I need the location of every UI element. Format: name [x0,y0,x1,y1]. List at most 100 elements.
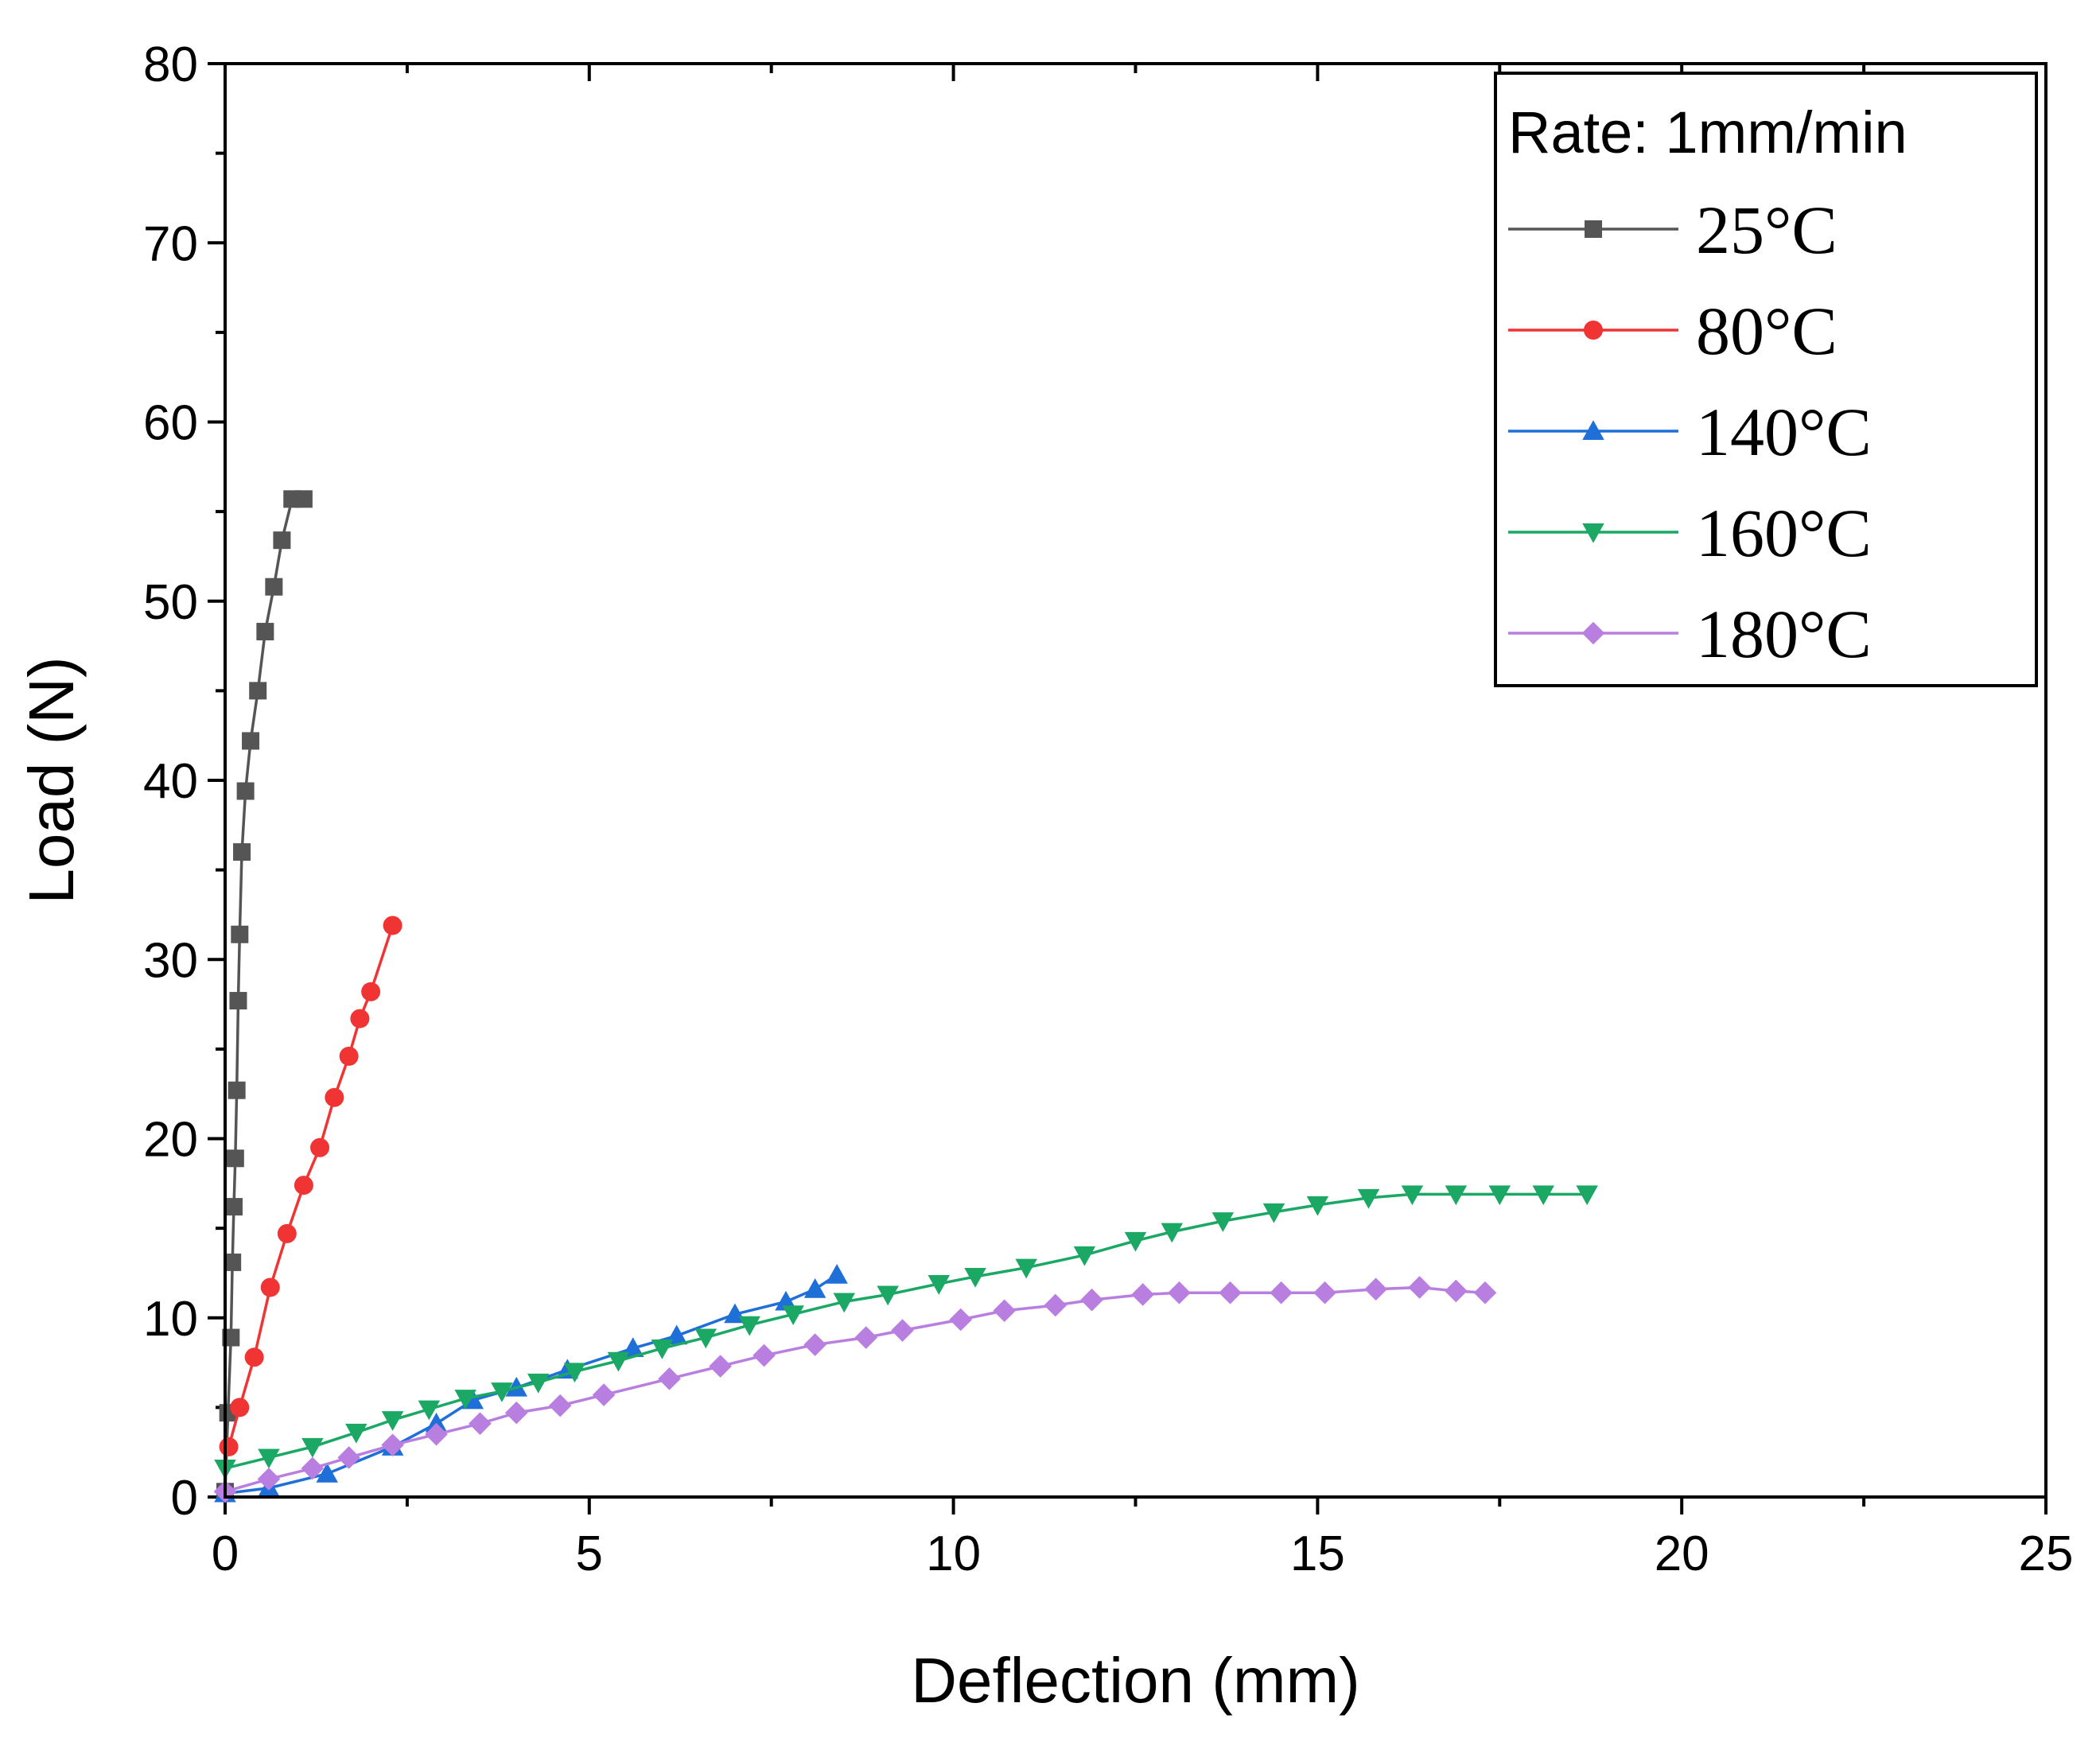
data-point [928,1274,951,1295]
data-point [833,1293,856,1313]
data-point [1168,1281,1191,1305]
data-point [425,1422,448,1446]
y-tick-label: 40 [143,754,198,809]
data-point [258,1448,280,1469]
plot-frame [224,62,2048,1499]
data-point [1211,1212,1235,1232]
data-point [325,1087,344,1107]
data-point [1473,1281,1497,1305]
data-point [454,1390,476,1410]
y-tick-label: 60 [143,396,198,451]
legend-marker [1581,621,1605,645]
data-point [854,1326,878,1349]
x-tick-label: 25 [2019,1526,2074,1581]
data-point [469,1412,492,1435]
legend-label: 80°C [1696,293,1838,369]
data-point [381,1411,404,1431]
x-tick-label: 0 [212,1526,239,1581]
y-tick-label: 10 [143,1292,198,1347]
data-point [337,1446,360,1469]
data-point [294,490,313,508]
series-180C [213,1276,1497,1503]
data-point [345,1423,368,1444]
legend-label: 180°C [1696,596,1872,672]
legend-item: 160°C [1508,495,1872,571]
legend-item: 180°C [1508,596,1872,672]
data-point [1401,1185,1424,1206]
data-point [607,1351,630,1372]
data-point [1532,1185,1554,1206]
data-point [257,1468,281,1491]
data-point [738,1316,760,1336]
data-point [350,1009,370,1028]
series-160C [214,1185,1598,1480]
data-point [1219,1281,1242,1305]
y-axis-title: Load (N) [16,656,87,904]
data-point [548,1394,572,1417]
data-point [265,577,283,596]
data-point [1270,1281,1293,1305]
legend-marker [1585,220,1602,238]
data-point [310,1137,330,1157]
legend-marker [1582,523,1604,543]
data-point [316,1462,338,1483]
data-point [709,1355,732,1378]
tick-labels: 0 5 10 15 20 25 0 10 20 30 40 50 60 70 80 [143,37,2073,1581]
series-layer [213,490,1598,1503]
data-point [277,1223,297,1243]
data-point [1408,1276,1431,1299]
y-tick-label: 0 [171,1471,198,1526]
y-tick-label: 30 [143,933,198,988]
legend-items: 25°C 80°C 140°C 160°C 180°C [1508,192,1872,672]
data-point [752,1343,776,1367]
data-point [1576,1185,1598,1206]
data-point [1445,1185,1468,1206]
data-point [1262,1203,1285,1223]
data-point [339,1046,359,1066]
data-point [236,782,255,800]
data-point [301,1437,324,1458]
data-point [425,1412,448,1433]
data-point [229,992,247,1010]
data-point [1357,1188,1380,1209]
data-point [361,982,381,1001]
y-tick-label: 70 [143,216,198,271]
data-point [1044,1293,1068,1317]
data-point [504,1401,528,1425]
data-point [563,1363,586,1383]
data-point [891,1319,914,1342]
data-point [228,1081,246,1099]
data-point [1080,1288,1103,1312]
legend-label: 25°C [1696,192,1838,268]
data-point [658,1367,681,1390]
data-point [782,1305,804,1325]
data-point [1364,1277,1387,1301]
legend-label: 140°C [1696,394,1872,470]
data-point [224,1253,242,1271]
data-point [273,531,291,550]
x-tick-label: 5 [576,1526,603,1581]
legend-item: 80°C [1508,293,1838,369]
x-tick-label: 15 [1290,1526,1345,1581]
data-point [230,1398,250,1417]
legend-item: 25°C [1508,192,1838,268]
data-point [233,843,251,861]
series-25C [216,490,313,1501]
data-point [1306,1196,1329,1216]
data-point [383,916,402,935]
y-tick-label: 20 [143,1113,198,1168]
data-point [1445,1279,1468,1303]
data-point [1124,1231,1147,1252]
data-point [256,623,274,641]
x-tick-label: 20 [1655,1526,1709,1581]
data-point [877,1285,899,1306]
data-point [949,1308,973,1332]
data-point [592,1383,616,1406]
data-point [301,1456,325,1480]
data-point [260,1277,280,1297]
data-point [231,925,249,943]
data-point [1313,1281,1336,1305]
data-point [418,1400,441,1421]
series-line [224,1285,1486,1493]
y-tick-label: 50 [143,575,198,630]
